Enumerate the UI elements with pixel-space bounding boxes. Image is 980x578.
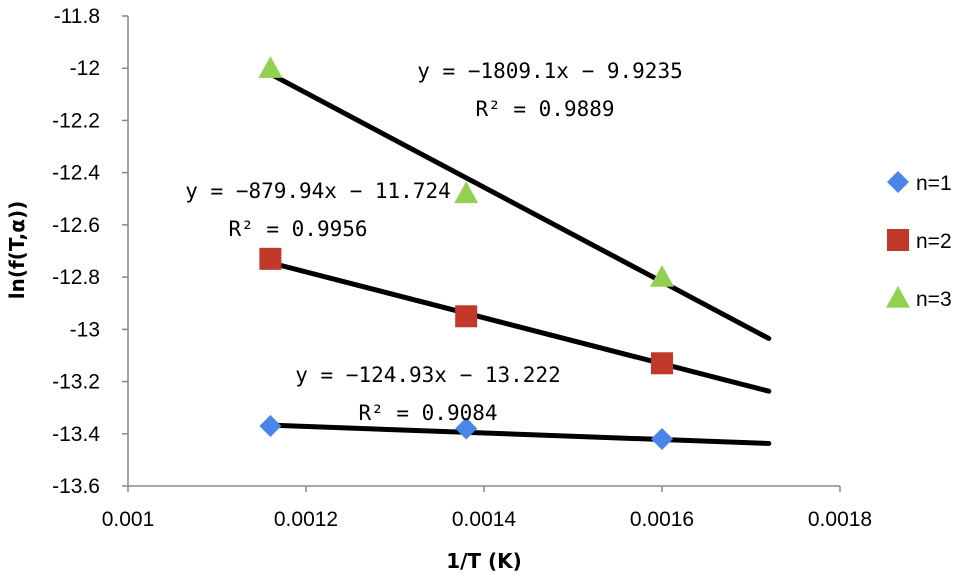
point-n=1 — [651, 428, 673, 450]
r-squared-n=1: R² = 0.9084 — [358, 401, 497, 425]
trendline-n=3 — [267, 71, 772, 341]
y-tick-label: -12.2 — [52, 109, 100, 132]
y-tick-label: -13.2 — [52, 371, 100, 394]
data-points — [258, 56, 674, 450]
legend-marker-n=3 — [886, 286, 910, 308]
equation-n=1: y = −124.93x − 13.222 — [295, 363, 561, 387]
x-tick-label: 0.0018 — [808, 508, 872, 531]
tick-labels: -11.8 -12 -12.2 -12.4 -12.6 -12.8 -13 -13.2 -13.… — [52, 5, 872, 531]
y-tick-label: -12.6 — [52, 214, 100, 237]
point-n=2 — [455, 305, 478, 328]
x-axis-title: 1/T (K) — [446, 549, 522, 573]
y-tick-label: -13.4 — [52, 423, 100, 446]
point-n=1 — [259, 414, 282, 437]
y-tick-label: -13.6 — [52, 475, 100, 498]
point-n=2 — [259, 247, 282, 270]
r-squared-n=3: R² = 0.9889 — [475, 97, 614, 121]
y-tick-label: -11.8 — [54, 5, 100, 28]
legend-label-n=2: n=2 — [916, 230, 952, 253]
legend: n=1 n=2 n=3 — [886, 171, 952, 311]
point-n=1 — [455, 417, 478, 440]
y-axis-title: ln(f(T,α)) — [5, 201, 29, 300]
x-tick-label: 0.0012 — [274, 508, 338, 531]
legend-marker-n=1 — [887, 171, 909, 193]
point-n=3 — [454, 181, 479, 204]
legend-label-n=1: n=1 — [916, 172, 952, 195]
x-tick-label: 0.0016 — [630, 508, 694, 531]
y-tick-label: -12.4 — [52, 162, 100, 185]
point-n=2 — [651, 352, 673, 375]
x-tick-label: 0.0014 — [452, 508, 517, 531]
y-tick-label: -12.8 — [52, 266, 100, 289]
equation-n=3: y = −1809.1x − 9.9235 — [417, 59, 683, 83]
trendline-equations: y = −124.93x − 13.222 R² = 0.9084 y = −879… — [185, 59, 683, 425]
y-tick-label: -12 — [70, 57, 100, 80]
trendline-n=2 — [267, 260, 772, 394]
legend-label-n=3: n=3 — [916, 288, 952, 311]
point-n=3 — [650, 265, 674, 287]
point-n=3 — [258, 56, 283, 78]
trendlines — [267, 71, 772, 446]
x-tick-label: 0.001 — [102, 508, 155, 531]
trendline-n=1 — [267, 422, 772, 446]
legend-marker-n=2 — [887, 229, 909, 251]
y-tick-label: -13 — [70, 318, 100, 341]
r-squared-n=2: R² = 0.9956 — [228, 217, 367, 241]
equation-n=2: y = −879.94x − 11.724 — [185, 179, 451, 203]
